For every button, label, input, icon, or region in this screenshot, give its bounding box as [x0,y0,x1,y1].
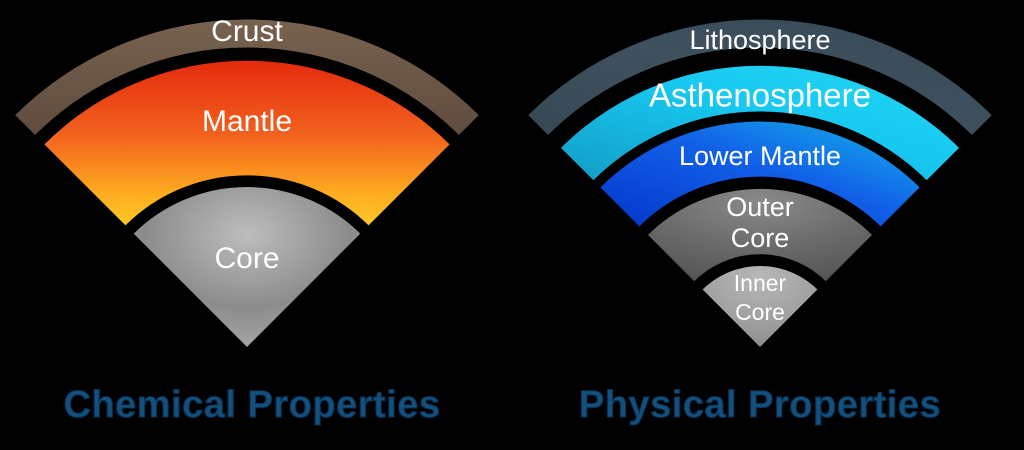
svg-text:Core: Core [731,223,790,253]
svg-text:Mantle: Mantle [202,105,292,138]
svg-text:Core: Core [214,242,279,275]
svg-text:Core: Core [735,299,785,325]
svg-text:Physical Properties: Physical Properties [579,384,941,426]
svg-text:Lithosphere: Lithosphere [689,25,830,55]
svg-text:Crust: Crust [211,15,283,48]
svg-text:Lower Mantle: Lower Mantle [679,141,841,171]
svg-text:Asthenosphere: Asthenosphere [649,77,871,114]
svg-text:Chemical Properties: Chemical Properties [64,384,441,426]
svg-text:Inner: Inner [734,270,787,296]
svg-text:Outer: Outer [726,192,794,222]
